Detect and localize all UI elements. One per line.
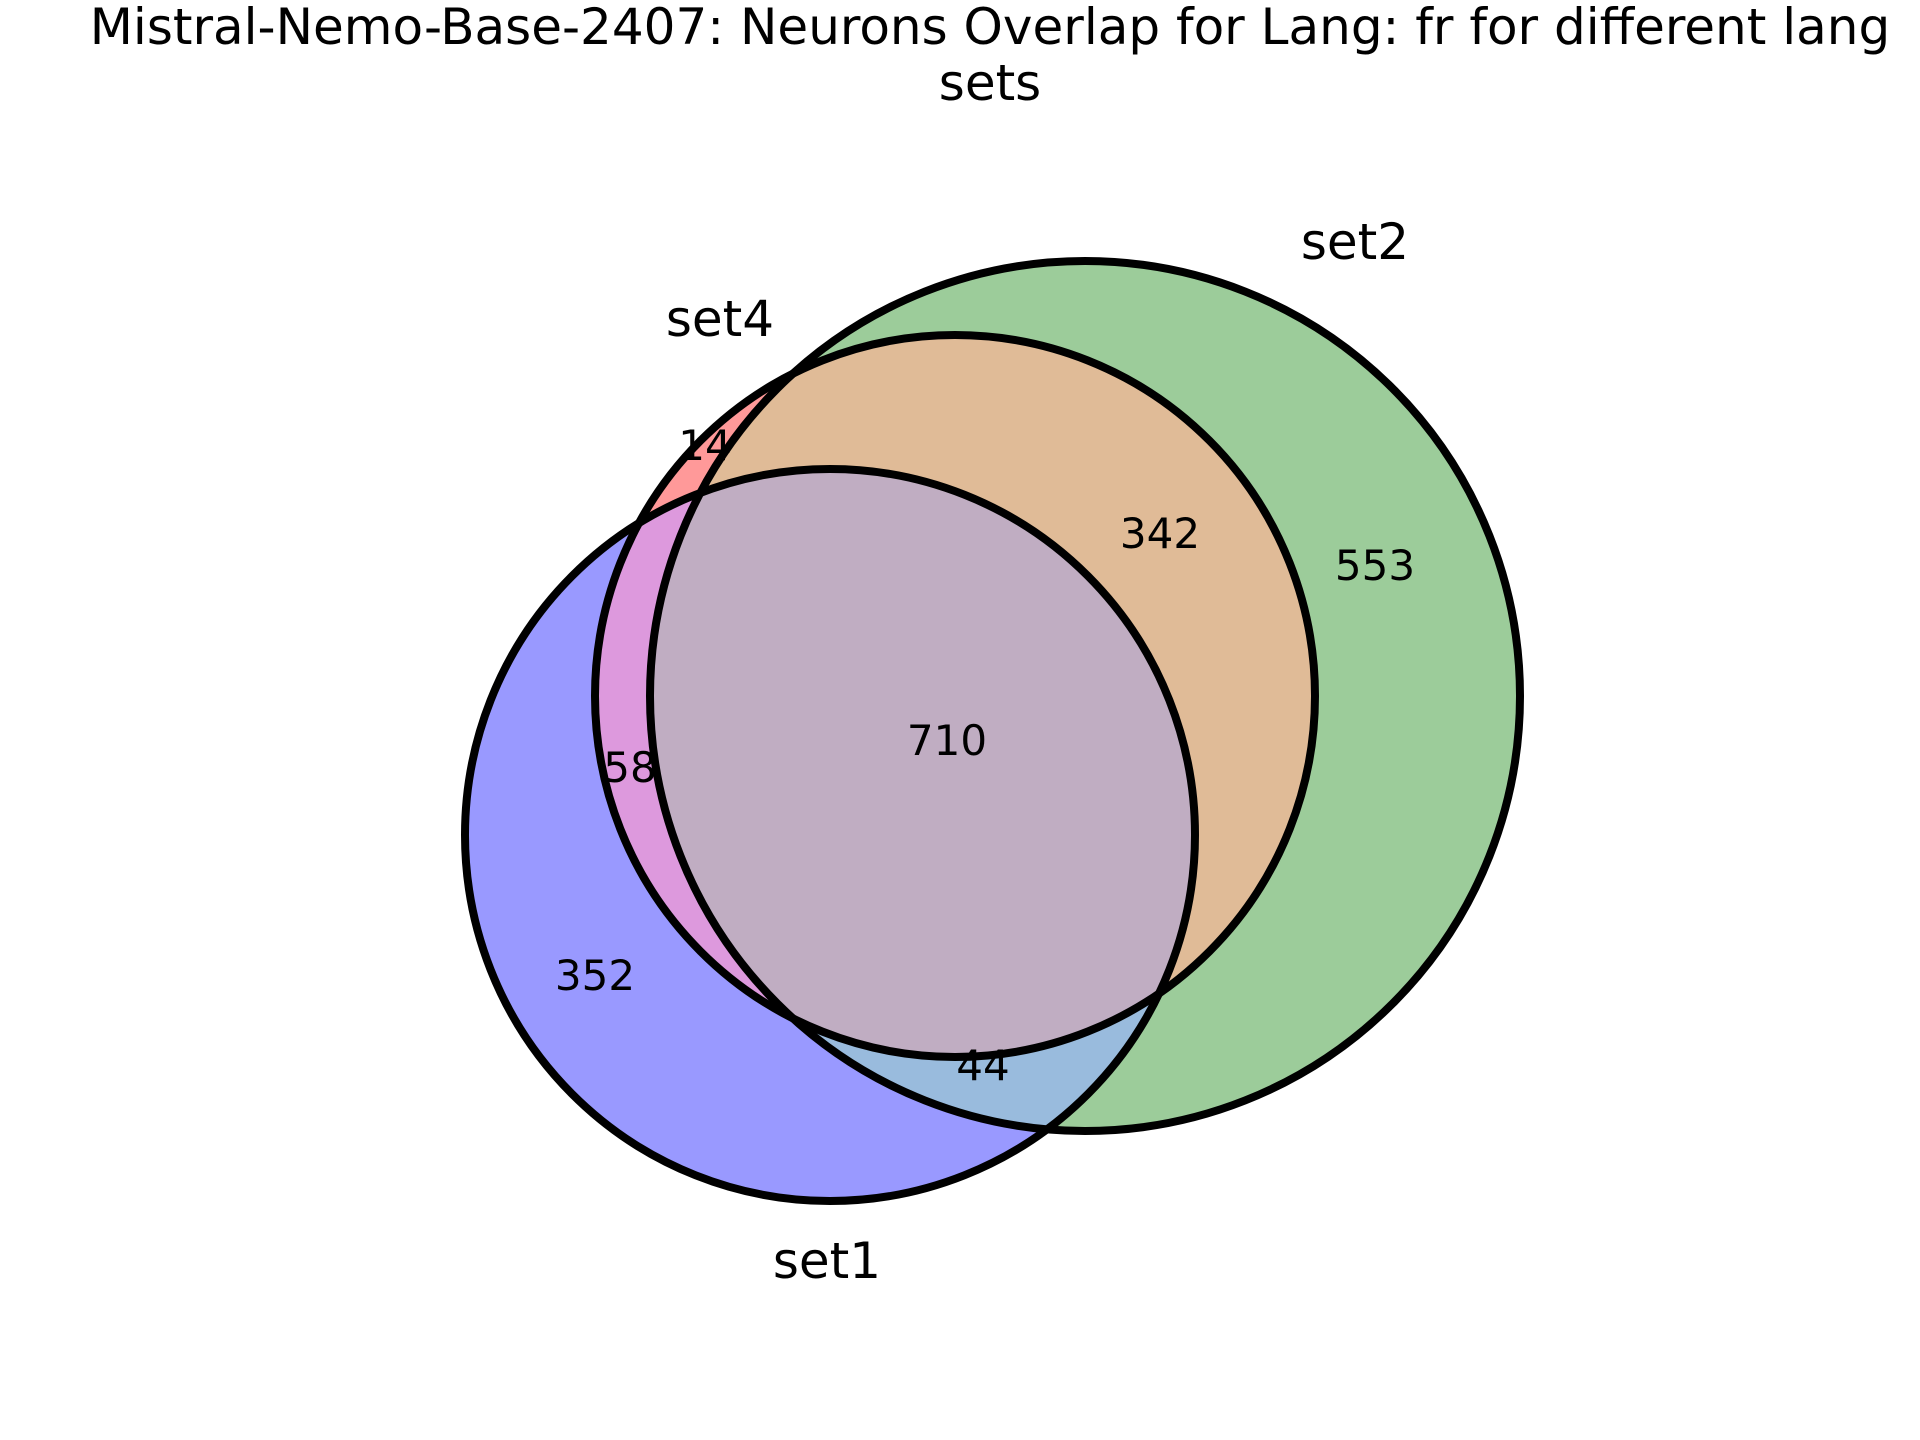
set-outlines [461, 257, 1524, 1205]
venn-region-fills [465, 261, 1520, 1201]
title-line-2: sets [939, 54, 1041, 112]
set2-label: set2 [1301, 213, 1409, 271]
region-counts: 14 342 553 710 58 352 44 [555, 421, 1415, 1090]
count-set1-only: 352 [555, 951, 635, 1000]
chart-title: Mistral-Nemo-Base-2407: Neurons Overlap … [90, 0, 1890, 112]
title-line-1: Mistral-Nemo-Base-2407: Neurons Overlap … [90, 0, 1890, 56]
count-set1-set2: 44 [956, 1041, 1009, 1090]
count-set1-set2-set4: 710 [907, 716, 987, 765]
set4-label: set4 [666, 290, 774, 348]
set1-circle [461, 465, 1199, 1205]
set4-circle [591, 331, 1319, 1061]
count-set1-set4: 58 [603, 743, 656, 792]
count-set2-only: 553 [1335, 541, 1415, 590]
set2-circle [646, 257, 1524, 1135]
set-labels: set2 set4 set1 [666, 213, 1409, 1290]
set1-label: set1 [773, 1232, 881, 1290]
count-set2-set4: 342 [1120, 509, 1200, 558]
count-set4-only: 14 [678, 421, 731, 470]
